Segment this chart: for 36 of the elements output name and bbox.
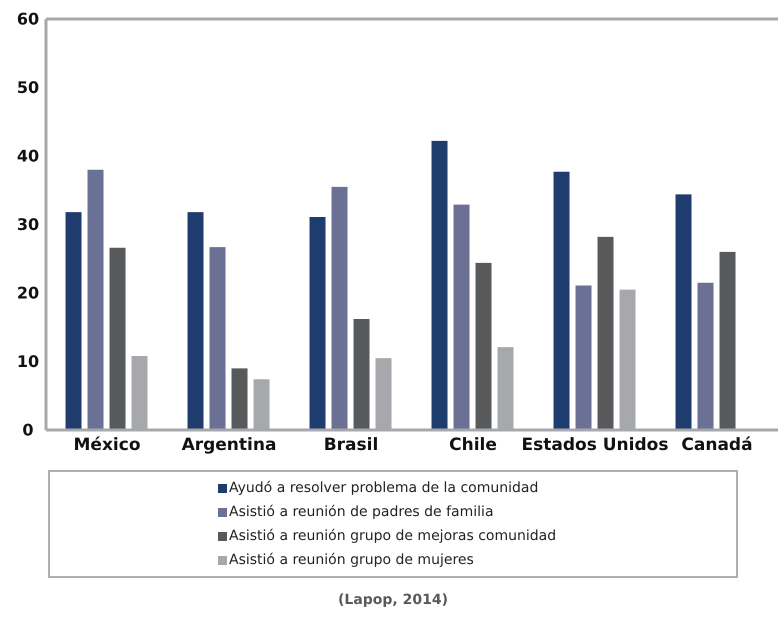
bar [454,204,470,430]
y-tick-label: 10 [16,352,40,372]
bar [676,194,692,430]
bar [188,212,204,430]
legend-label: Asistió a reunión de padres de familia [229,503,494,522]
bar [698,282,714,430]
bar [554,172,570,430]
y-tick-label: 30 [16,215,40,234]
bar [720,252,736,430]
x-tick-label: Chile [449,435,497,456]
bar [354,319,370,430]
x-tick-label: Estados Unidos [522,435,668,456]
bar [66,212,82,430]
bar [598,236,614,430]
bar [432,140,448,430]
text: (Lapop, 2014) [337,592,449,608]
bar [476,262,492,430]
y-tick-label: 50 [16,78,40,98]
legend-label: Asistió a reunión grupo de mujeres [229,551,474,570]
bar [332,186,348,430]
legend-label: Asistió a reunión grupo de mejoras comunidad [229,527,556,546]
x-tick-label: Brasil [324,435,378,456]
bar [110,248,126,430]
x-tick-label: México [74,435,140,456]
y-tick-label: 60 [16,10,40,29]
x-tick-label: Argentina [182,435,276,456]
bar [232,368,248,430]
bar [88,170,104,430]
y-tick-label: 20 [16,284,40,303]
bar [576,285,592,430]
y-tick-label: 40 [16,146,40,166]
x-tick-label: Canadá [681,435,753,456]
bar [210,247,226,430]
bar [310,216,326,430]
y-tick-label: 0 [22,420,34,440]
legend-label: Ayudó a resolver problema de la comunidad [229,479,538,498]
